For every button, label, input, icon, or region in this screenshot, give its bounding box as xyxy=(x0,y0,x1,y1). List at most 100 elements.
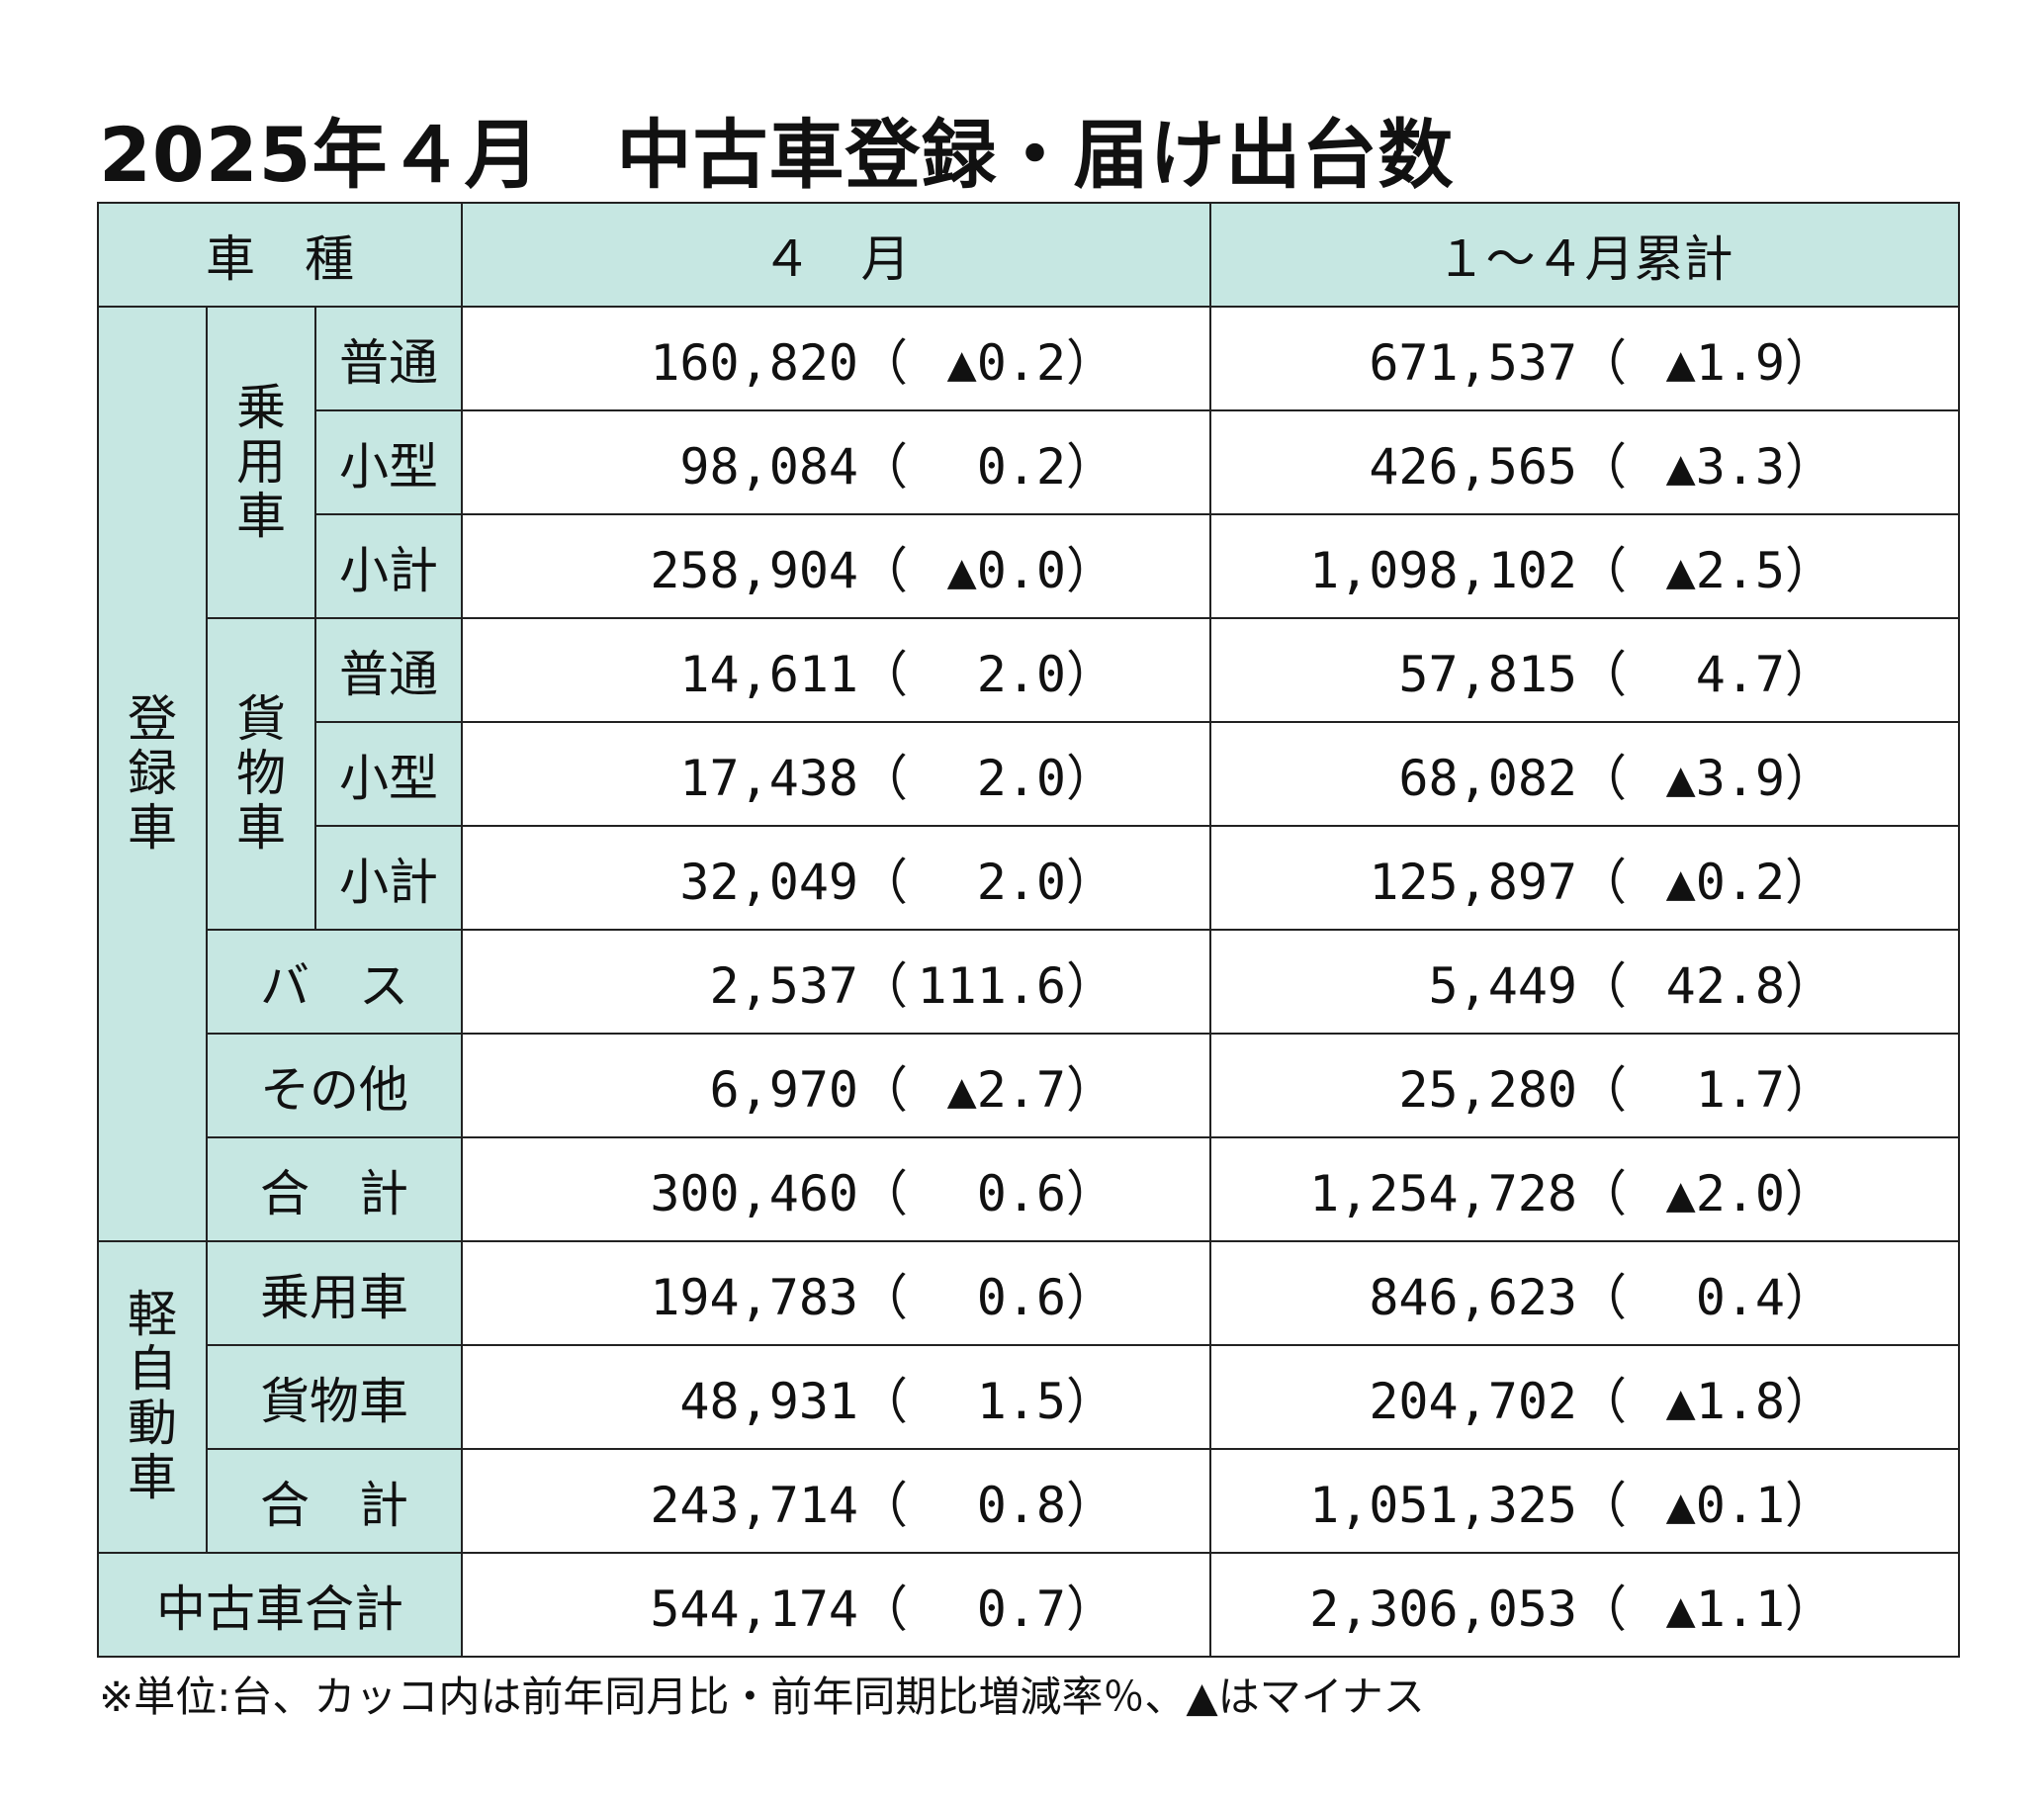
group-passenger: 乗用車 xyxy=(206,306,316,619)
row-label: バ ス xyxy=(205,929,464,1035)
cell-month: 17,438（ 2.0） xyxy=(461,721,1212,827)
header-cumulative-label: １～４月累計 xyxy=(1436,229,1733,288)
table-row: 小型 17,438（ 2.0） 68,082（ ▲3.9） xyxy=(98,721,1961,827)
month-value: 17,438 xyxy=(679,749,859,807)
row-label: 貨物車 xyxy=(205,1344,464,1450)
cumulative-rate: ▲3.3 xyxy=(1665,437,1786,496)
cumulative-rate: ▲1.8 xyxy=(1665,1372,1786,1430)
month-rate: 0.6 xyxy=(976,1268,1067,1326)
cumulative-value: 25,280 xyxy=(1398,1060,1578,1119)
cumulative-value: 426,565 xyxy=(1369,437,1578,496)
cell-cumulative: 1,254,728（ ▲2.0） xyxy=(1209,1136,1961,1242)
cumulative-value: 1,098,102 xyxy=(1309,541,1578,599)
cell-month: 14,611（ 2.0） xyxy=(461,617,1212,723)
cumulative-rate: ▲3.9 xyxy=(1665,749,1786,807)
month-rate: 0.2 xyxy=(976,437,1067,496)
table-row: バ ス 2,537（ 111.6） 5,449（ 42.8） xyxy=(98,929,1961,1035)
table-row: 貨物車 普通 14,611（ 2.0） 57,815（ 4.7） xyxy=(98,617,1961,931)
cumulative-rate: ▲2.5 xyxy=(1665,541,1786,599)
month-rate: 2.0 xyxy=(976,645,1067,703)
month-rate: 0.8 xyxy=(976,1476,1067,1534)
month-value: 14,611 xyxy=(679,645,859,703)
month-value: 258,904 xyxy=(650,541,859,599)
cumulative-value: 57,815 xyxy=(1398,645,1578,703)
table-row: その他 6,970（ ▲2.7） 25,280（ 1.7） xyxy=(98,1033,1961,1138)
cell-cumulative: 5,449（ 42.8） xyxy=(1209,929,1961,1035)
month-rate: 0.6 xyxy=(976,1164,1067,1222)
month-rate: 2.0 xyxy=(976,749,1067,807)
cell-month: 258,904（ ▲0.0） xyxy=(461,513,1212,619)
cell-cumulative: 846,623（ 0.4） xyxy=(1209,1240,1961,1346)
cell-month: 6,970（ ▲2.7） xyxy=(461,1033,1212,1138)
page-title: 2025年４月 中古車登録・届け出台数 xyxy=(99,111,1455,199)
table-row: 小計 32,049（ 2.0） 125,897（ ▲0.2） xyxy=(98,825,1961,931)
cell-cumulative: 426,565（ ▲3.3） xyxy=(1209,409,1961,515)
cell-cumulative: 671,537（ ▲1.9） xyxy=(1209,306,1961,411)
group-registered-label: 登録車 xyxy=(128,689,177,857)
month-value: 32,049 xyxy=(679,853,859,911)
cell-cumulative: 125,897（ ▲0.2） xyxy=(1209,825,1961,931)
month-rate: 2.0 xyxy=(976,853,1067,911)
cumulative-value: 846,623 xyxy=(1369,1268,1578,1326)
row-label: 小計 xyxy=(313,825,464,931)
header-cumulative: １～４月累計 xyxy=(1209,202,1961,308)
cumulative-value: 2,306,053 xyxy=(1309,1580,1578,1638)
row-label: 普通 xyxy=(313,306,464,411)
group-registered: 登録車 xyxy=(97,306,208,1242)
table-row: 貨物車 48,931（ 1.5） 204,702（ ▲1.8） xyxy=(98,1344,1961,1450)
cumulative-rate: ▲1.9 xyxy=(1665,333,1786,392)
table-row: 登録車 乗用車 普通 160,820（ ▲0.2） 671,537（ ▲1.9） xyxy=(97,306,1961,1242)
header-month-label: ４ 月 xyxy=(761,229,911,288)
month-value: 48,931 xyxy=(679,1372,859,1430)
cell-cumulative: 1,098,102（ ▲2.5） xyxy=(1209,513,1961,619)
cumulative-rate: 42.8 xyxy=(1665,956,1786,1015)
table-row: 小型 98,084（ 0.2） 426,565（ ▲3.3） xyxy=(98,409,1961,515)
cell-month: 32,049（ 2.0） xyxy=(461,825,1212,931)
row-label: 普通 xyxy=(313,617,464,723)
month-value: 300,460 xyxy=(650,1164,859,1222)
month-value: 2,537 xyxy=(709,956,859,1015)
row-label: 合 計 xyxy=(205,1448,464,1554)
row-label: 小型 xyxy=(313,721,464,827)
header-vehicle-type: 車 種 xyxy=(96,202,464,308)
row-label: 合 計 xyxy=(205,1136,464,1242)
cell-month: 300,460（ 0.6） xyxy=(461,1136,1212,1242)
cumulative-rate: ▲0.2 xyxy=(1665,853,1786,911)
month-rate: ▲0.0 xyxy=(946,541,1067,599)
cell-cumulative: 68,082（ ▲3.9） xyxy=(1209,721,1961,827)
month-rate: ▲2.7 xyxy=(946,1060,1067,1119)
month-value: 160,820 xyxy=(650,333,859,392)
cell-month: 2,537（ 111.6） xyxy=(461,929,1212,1035)
month-value: 243,714 xyxy=(650,1476,859,1534)
cell-month: 48,931（ 1.5） xyxy=(461,1344,1212,1450)
cell-month: 243,714（ 0.8） xyxy=(461,1448,1212,1554)
header-month: ４ 月 xyxy=(461,202,1212,308)
cell-month: 160,820（ ▲0.2） xyxy=(461,306,1212,411)
group-cargo: 貨物車 xyxy=(206,617,316,931)
cumulative-value: 125,897 xyxy=(1369,853,1578,911)
group-kei: 軽自動車 xyxy=(97,1240,208,1554)
cumulative-rate: ▲0.1 xyxy=(1665,1476,1786,1534)
cumulative-value: 1,254,728 xyxy=(1309,1164,1578,1222)
cell-cumulative: 1,051,325（ ▲0.1） xyxy=(1209,1448,1961,1554)
cumulative-rate: ▲1.1 xyxy=(1665,1580,1786,1638)
table-row-grand-total: 中古車合計 544,174（ 0.7） 2,306,053（ ▲1.1） xyxy=(96,1552,1961,1658)
cumulative-rate: ▲2.0 xyxy=(1665,1164,1786,1222)
table-row: 合 計 300,460（ 0.6） 1,254,728（ ▲2.0） xyxy=(98,1136,1961,1242)
cumulative-value: 671,537 xyxy=(1369,333,1578,392)
row-label: 乗用車 xyxy=(205,1240,464,1346)
header-vehicle-type-label: 車 種 xyxy=(206,229,355,288)
cell-month: 544,174（ 0.7） xyxy=(461,1552,1212,1658)
cell-cumulative: 2,306,053（ ▲1.1） xyxy=(1209,1552,1961,1658)
month-rate: 1.5 xyxy=(976,1372,1067,1430)
footnote: ※単位:台、カッコ内は前年同月比・前年同期比増減率％、▲はマイナス xyxy=(99,1672,1425,1721)
table-row: 小計 258,904（ ▲0.0） 1,098,102（ ▲2.5） xyxy=(98,513,1961,619)
cumulative-value: 204,702 xyxy=(1369,1372,1578,1430)
row-label: 小計 xyxy=(313,513,464,619)
row-label: その他 xyxy=(205,1033,464,1138)
row-label: 中古車合計 xyxy=(96,1552,464,1658)
group-passenger-label: 乗用車 xyxy=(236,378,286,545)
cumulative-rate: 4.7 xyxy=(1695,645,1786,703)
group-kei-label: 軽自動車 xyxy=(128,1286,177,1506)
month-rate: 111.6 xyxy=(917,956,1067,1015)
